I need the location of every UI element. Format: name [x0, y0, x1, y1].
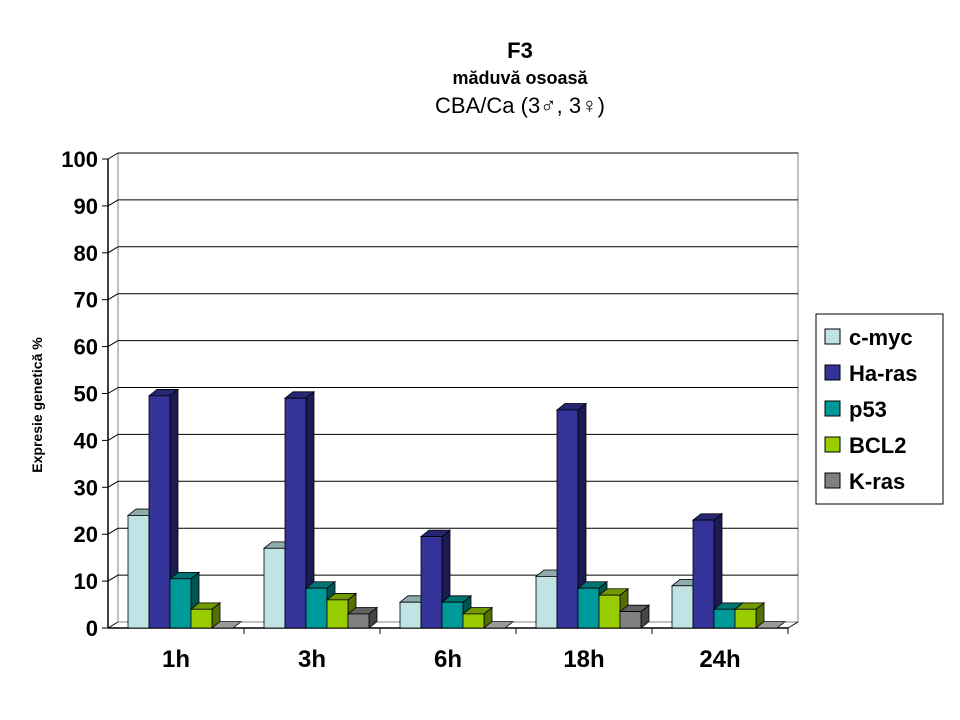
x-tick-label: 6h: [434, 646, 462, 673]
x-tick-label: 3h: [298, 646, 326, 673]
bar-front: [326, 599, 349, 629]
bar-K-ras-3h: [346, 606, 379, 629]
y-tick-label: 80: [74, 241, 98, 266]
bar-front: [734, 608, 757, 629]
legend-swatch-BCL2: [824, 436, 841, 453]
side-gridline: [107, 527, 119, 535]
bar-front: [305, 587, 328, 629]
bar-front: [441, 601, 464, 629]
legend-label-p53: p53: [849, 397, 887, 422]
side-gridline: [107, 621, 119, 629]
bar-front: [535, 576, 558, 629]
legend-swatch-Ha-ras: [824, 364, 841, 381]
y-tick-label: 90: [74, 194, 98, 219]
floor-right-edge: [787, 621, 799, 629]
y-tick-label: 100: [61, 147, 98, 172]
side-gridline: [107, 480, 119, 488]
legend-swatch-c-myc: [824, 328, 841, 345]
bar-BCL2-6h: [461, 606, 494, 629]
bar-K-ras-1h: [210, 621, 243, 629]
y-tick-label: 70: [74, 288, 98, 313]
y-tick-label: 10: [74, 569, 98, 594]
bar-flat-top: [754, 621, 787, 629]
bar-front: [671, 585, 694, 629]
y-tick-label: 20: [74, 522, 98, 547]
bar-BCL2-24h: [733, 602, 766, 629]
side-gridline: [107, 293, 119, 301]
x-tick-label: 18h: [563, 646, 604, 673]
side-gridline: [107, 340, 119, 348]
bar-p53-1h: [168, 571, 201, 629]
bar-front: [127, 515, 150, 629]
bar-front: [148, 395, 171, 629]
bar-Ha-ras-1h: [147, 388, 180, 629]
chart-title: F3: [507, 38, 533, 63]
bar-front: [598, 594, 621, 629]
bar-BCL2-1h: [189, 602, 222, 629]
y-tick-label: 0: [86, 616, 98, 641]
legend-swatch-p53: [824, 400, 841, 417]
bar-Ha-ras-18h: [555, 402, 588, 629]
bar-Ha-ras-3h: [283, 390, 316, 629]
bar-front: [577, 587, 600, 629]
bar-front: [420, 536, 443, 629]
bar-front: [263, 547, 286, 629]
bar-flat-top: [210, 621, 243, 629]
bar-front: [347, 613, 370, 629]
y-tick-label: 40: [74, 428, 98, 453]
bar-front: [190, 608, 213, 629]
bar-front: [169, 578, 192, 629]
chart-subtitle-2: CBA/Ca (3♂, 3♀): [435, 93, 605, 118]
y-tick-label: 30: [74, 475, 98, 500]
bar-front: [692, 519, 715, 629]
legend-label-K-ras: K-ras: [849, 469, 905, 494]
side-gridline: [107, 152, 119, 160]
legend-swatch-K-ras: [824, 472, 841, 489]
bar-K-ras-24h: [754, 621, 787, 629]
x-tick-label: 1h: [162, 646, 190, 673]
side-gridline: [107, 574, 119, 582]
bar-front: [556, 409, 579, 629]
y-tick-label: 60: [74, 335, 98, 360]
bar-front: [399, 601, 422, 629]
y-tick-label: 50: [74, 382, 98, 407]
bar-K-ras-18h: [618, 604, 651, 629]
bar-K-ras-6h: [482, 621, 515, 629]
side-gridline: [107, 387, 119, 394]
bar-front: [619, 611, 642, 629]
legend-label-c-myc: c-myc: [849, 325, 913, 350]
chart-title-block: F3 măduvă osoasă CBA/Ca (3♂, 3♀): [370, 38, 670, 120]
bar-flat-top: [482, 621, 515, 629]
y-axis-label: Expresie genetică %: [29, 337, 45, 473]
bar-front: [284, 397, 307, 629]
side-gridline: [107, 246, 119, 254]
side-gridline: [107, 433, 119, 441]
chart-subtitle: măduvă osoasă: [452, 68, 588, 88]
legend-label-Ha-ras: Ha-ras: [849, 361, 917, 386]
x-tick-label: 24h: [699, 646, 740, 673]
side-gridline: [107, 199, 119, 207]
bar-front: [462, 613, 485, 629]
bar-front: [713, 608, 736, 629]
legend-label-BCL2: BCL2: [849, 433, 906, 458]
